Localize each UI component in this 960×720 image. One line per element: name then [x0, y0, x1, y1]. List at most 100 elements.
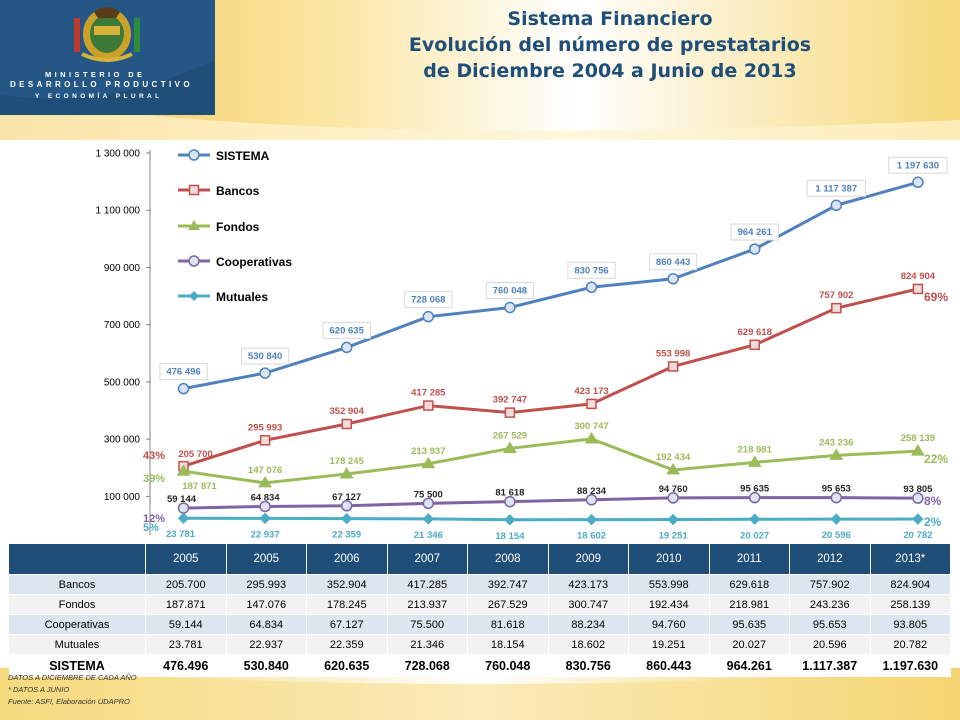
table-header-year: 2011 [708, 543, 790, 575]
share-label-mutuales: 2% [924, 515, 942, 529]
data-point-cooperativas [259, 500, 271, 513]
data-point-sistema [504, 301, 516, 314]
legend-marker-mutuales [189, 291, 199, 301]
footnote-june: * DATOS A JUNIO [8, 685, 70, 694]
data-label-cooperativas: 64 834 [251, 492, 281, 503]
table-total-cell: 830.756 [548, 654, 629, 677]
data-point-bancos [341, 418, 352, 430]
data-label-sistema: 530 840 [248, 351, 282, 362]
series-line-mutuales [183, 516, 918, 522]
table-total-cell: 964.261 [709, 654, 790, 677]
table-cell: 300.747 [547, 594, 629, 615]
data-label-fondos: 300 747 [574, 421, 608, 432]
table-header-year: 2008 [467, 543, 549, 575]
data-point-sistema [748, 243, 761, 255]
data-label-bancos: 553 998 [656, 348, 690, 359]
table-cell: 20.027 [708, 634, 790, 655]
table-cell: 629.618 [708, 574, 790, 595]
table-cell: 243.236 [789, 594, 871, 615]
table-cell: 22.359 [306, 634, 388, 655]
table-cell: 423.173 [547, 574, 629, 595]
table-total-row: SISTEMA 476.496 530.840 620.635 728.068 760.0… [8, 654, 951, 677]
data-point-fondos [258, 475, 272, 488]
data-point-fondos [666, 462, 680, 475]
data-label-bancos: 392 747 [493, 395, 527, 406]
start-share-label-fondos: 39% [143, 473, 165, 485]
data-label-bancos: 295 993 [248, 422, 282, 433]
coat-of-arms-icon [74, 7, 140, 62]
data-label-cooperativas: 95 635 [740, 484, 770, 495]
legend-label-mutuales: Mutuales [216, 290, 268, 304]
data-label-fondos: 178 245 [330, 456, 365, 467]
data-label-bancos: 352 904 [330, 406, 365, 417]
table-total-cell: 620.635 [306, 654, 387, 677]
data-label-sistema: 476 496 [166, 367, 200, 378]
data-point-fondos [747, 455, 762, 467]
table-cell: 95.653 [789, 614, 871, 635]
table-cell: 187.871 [145, 594, 227, 615]
series-line-sistema [183, 180, 919, 391]
table-cell: 553.998 [628, 574, 710, 595]
data-label-cooperativas: 67 127 [332, 492, 361, 503]
data-label-fondos: 213 937 [411, 446, 445, 457]
data-point-sistema [259, 367, 271, 379]
table-cell: 258.139 [869, 594, 951, 615]
table-header-year: 2007 [386, 543, 468, 575]
data-label-bancos: 757 902 [819, 290, 853, 301]
data-label-cooperativas: 93 805 [903, 484, 933, 495]
data-label-mutuales: 21 346 [414, 530, 443, 541]
data-label-mutuales: 22 937 [251, 529, 280, 540]
table-total-label: SISTEMA [8, 654, 146, 677]
legend-marker-sistema [188, 149, 200, 161]
data-point-fondos [339, 467, 354, 479]
title-block: Sistema Financiero Evolución del número … [380, 6, 840, 84]
data-label-mutuales: 20 027 [740, 530, 769, 541]
table-row-label: Cooperativas [8, 614, 146, 635]
table-cell: 295.993 [225, 574, 307, 595]
table-cell: 22.937 [225, 634, 307, 655]
data-label-bancos: 629 618 [738, 327, 772, 338]
table-cell: 59.144 [145, 614, 227, 635]
table-header-year: 2005 [225, 543, 307, 575]
ministry-line-3: Y ECONOMÍA PLURAL [35, 93, 163, 100]
data-point-mutuales [259, 512, 271, 525]
data-point-bancos [667, 361, 679, 372]
data-point-mutuales [748, 513, 761, 525]
data-label-mutuales: 19 251 [659, 530, 689, 541]
table-cell: 67.127 [306, 614, 388, 635]
data-point-bancos [912, 283, 924, 295]
table-cell: 75.500 [386, 614, 468, 635]
y-tick-label: 700 000 [104, 320, 141, 331]
data-label-box [806, 179, 866, 197]
table-cell: 20.596 [789, 634, 871, 655]
table-row-label: Bancos [8, 574, 146, 595]
data-label-cooperativas: 59 144 [167, 494, 197, 505]
data-point-bancos [586, 398, 597, 410]
data-point-cooperativas [422, 497, 435, 510]
data-point-bancos [259, 435, 271, 446]
table-cell: 352.904 [306, 574, 388, 595]
data-label-sistema: 760 048 [493, 286, 527, 297]
data-label-box [730, 223, 779, 241]
data-label-box [159, 363, 208, 381]
data-label-cooperativas: 81 618 [495, 488, 524, 499]
data-point-bancos [749, 339, 760, 351]
data-label-box [567, 261, 616, 279]
data-label-box [241, 347, 290, 365]
table-total-cell: 760.048 [467, 654, 548, 677]
data-label-sistema: 830 756 [574, 265, 608, 276]
data-label-sistema: 1 117 387 [815, 183, 857, 194]
share-label-cooperativas: 8% [924, 494, 942, 508]
data-label-sistema: 964 261 [738, 227, 773, 238]
data-label-box [485, 282, 534, 300]
table-header-year: 2009 [547, 543, 629, 575]
table-cell: 20.782 [869, 634, 951, 655]
data-point-mutuales [585, 513, 598, 526]
data-point-cooperativas [585, 494, 598, 506]
data-point-cooperativas [667, 492, 679, 504]
data-point-cooperativas [504, 495, 516, 508]
ministry-logo [0, 0, 215, 115]
table-cell: 19.251 [628, 634, 710, 655]
table-cell: 267.529 [467, 594, 549, 615]
